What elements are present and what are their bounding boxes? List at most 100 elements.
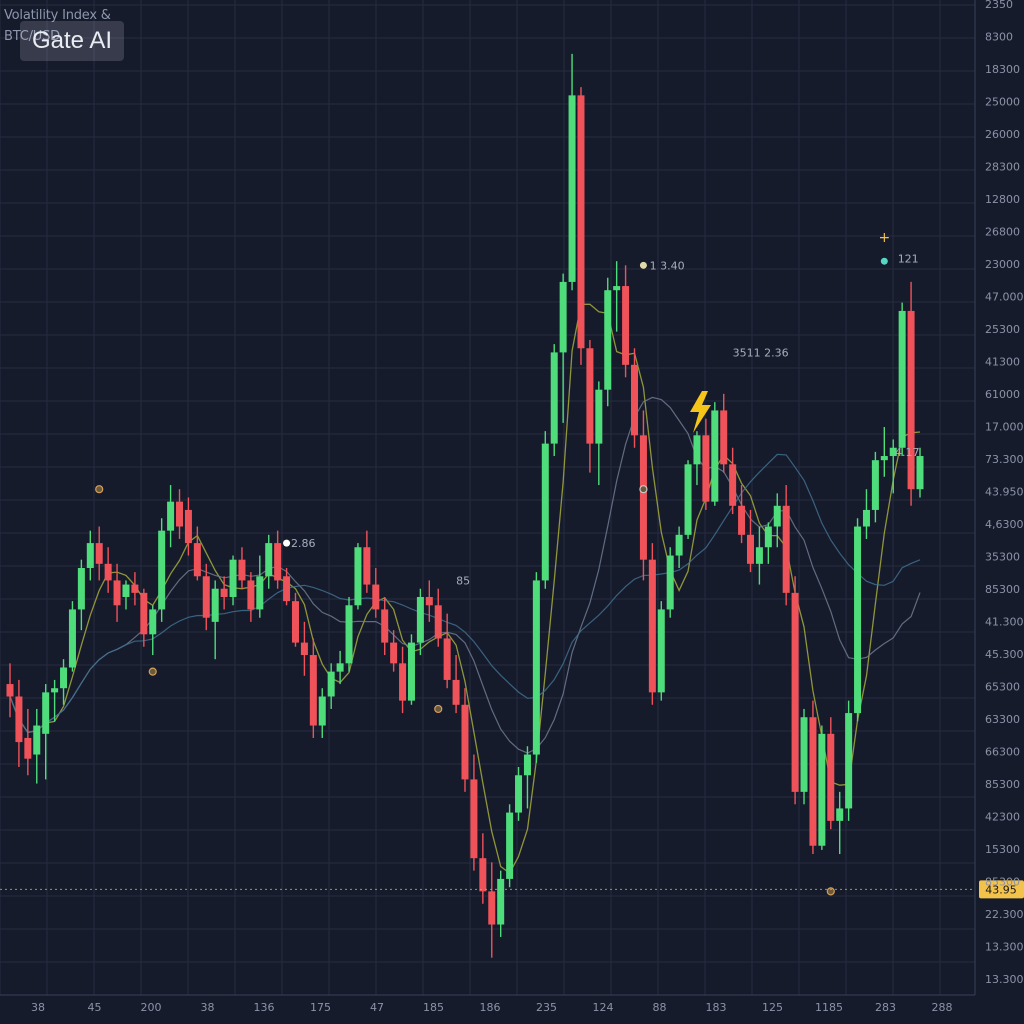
x-tick-label: 45 bbox=[88, 1001, 102, 1014]
y-tick-label: 25300 bbox=[985, 323, 1020, 336]
candle-body bbox=[300, 642, 308, 656]
candle-body bbox=[631, 364, 639, 436]
candle-body bbox=[256, 576, 264, 610]
candle-body bbox=[345, 605, 353, 664]
candle-body bbox=[399, 663, 407, 701]
candle-body bbox=[559, 281, 567, 353]
candle-body bbox=[327, 671, 335, 697]
candle-body bbox=[184, 509, 192, 544]
candle-body bbox=[318, 696, 326, 726]
candle-body bbox=[60, 667, 68, 689]
candle-body bbox=[416, 597, 424, 643]
current-price-label: 43.95 bbox=[985, 883, 1017, 896]
y-tick-label: 47.000 bbox=[985, 291, 1024, 304]
event-marker bbox=[148, 667, 157, 676]
annotation-label: 4.17 bbox=[895, 446, 920, 459]
event-marker bbox=[826, 887, 835, 896]
candle-body bbox=[720, 410, 728, 465]
candles bbox=[6, 53, 924, 958]
candle-body bbox=[568, 95, 576, 282]
candle-body bbox=[577, 95, 585, 349]
candle-body bbox=[764, 526, 772, 548]
candle-body bbox=[461, 704, 469, 780]
price-point-marker bbox=[880, 257, 888, 265]
y-tick-label: 65300 bbox=[985, 681, 1020, 694]
candle-body bbox=[622, 286, 630, 365]
x-tick-label: 38 bbox=[31, 1001, 45, 1014]
candle-body bbox=[497, 878, 505, 925]
candle-body bbox=[684, 464, 692, 535]
candle-body bbox=[443, 638, 451, 680]
y-tick-label: 41.300 bbox=[985, 616, 1024, 629]
candle-body bbox=[746, 534, 754, 564]
y-tick-label: 8300 bbox=[985, 31, 1013, 44]
y-tick-label: 26800 bbox=[985, 226, 1020, 239]
candle-body bbox=[113, 580, 121, 606]
x-tick-label: 186 bbox=[480, 1001, 501, 1014]
annotation-label: 85 bbox=[456, 574, 470, 587]
candle-body bbox=[229, 559, 237, 597]
candle-body bbox=[68, 609, 76, 668]
candle-body bbox=[274, 543, 282, 581]
candle-body bbox=[158, 530, 166, 610]
x-tick-label: 185 bbox=[423, 1001, 444, 1014]
y-tick-label: 42300 bbox=[985, 811, 1020, 824]
candle-body bbox=[800, 717, 808, 792]
x-tick-label: 283 bbox=[875, 1001, 896, 1014]
candle-body bbox=[309, 655, 317, 726]
candle-body bbox=[140, 592, 148, 635]
y-tick-label: 23000 bbox=[985, 258, 1020, 271]
candle-body bbox=[871, 460, 879, 510]
candle-body bbox=[595, 389, 603, 444]
price-point-marker bbox=[639, 261, 647, 269]
candle-body bbox=[122, 584, 130, 597]
y-tick-label: 35300 bbox=[985, 551, 1020, 564]
candle-body bbox=[390, 642, 398, 664]
candle-body bbox=[880, 456, 888, 461]
candle-body bbox=[541, 443, 549, 581]
candle-body bbox=[149, 609, 157, 635]
event-marker bbox=[434, 704, 443, 714]
x-tick-label: 88 bbox=[653, 1001, 667, 1014]
candle-body bbox=[586, 348, 594, 444]
candle-body bbox=[782, 505, 790, 593]
y-tick-label: 41300 bbox=[985, 356, 1020, 369]
candle-body bbox=[639, 435, 647, 560]
candle-body bbox=[167, 501, 175, 531]
y-tick-label: 43.950 bbox=[985, 486, 1024, 499]
x-tick-label: 38 bbox=[201, 1001, 215, 1014]
candle-body bbox=[238, 559, 246, 581]
candle-body bbox=[372, 584, 380, 610]
ma-slow-line bbox=[9, 453, 921, 734]
y-tick-label: 85300 bbox=[985, 583, 1020, 596]
plus-marker: + bbox=[878, 230, 890, 246]
candle-body bbox=[33, 725, 41, 755]
y-tick-label: 17.000 bbox=[985, 421, 1024, 434]
candle-body bbox=[247, 580, 255, 610]
candle-body bbox=[809, 717, 817, 846]
y-tick-label: 85300 bbox=[985, 876, 1020, 889]
x-tick-label: 183 bbox=[706, 1001, 727, 1014]
candle-body bbox=[827, 733, 835, 821]
candle-body bbox=[51, 688, 59, 693]
candle-body bbox=[24, 737, 32, 759]
candle-body bbox=[854, 526, 862, 714]
y-tick-label: 26000 bbox=[985, 128, 1020, 141]
candle-body bbox=[291, 601, 299, 643]
y-tick-label: 2350 bbox=[985, 0, 1013, 11]
candle-body bbox=[711, 410, 719, 502]
y-tick-label: 85300 bbox=[985, 778, 1020, 791]
candle-body bbox=[265, 543, 273, 577]
candle-body bbox=[104, 563, 112, 581]
candle-body bbox=[193, 543, 201, 577]
candle-body bbox=[95, 543, 103, 564]
candle-body bbox=[506, 812, 514, 879]
watermark-badge: Gate AI bbox=[20, 21, 125, 61]
current-price-tag bbox=[979, 880, 1024, 899]
y-tick-label: 15300 bbox=[985, 843, 1020, 856]
candle-body bbox=[336, 663, 344, 672]
candle-body bbox=[889, 447, 897, 457]
x-tick-label: 47 bbox=[370, 1001, 384, 1014]
